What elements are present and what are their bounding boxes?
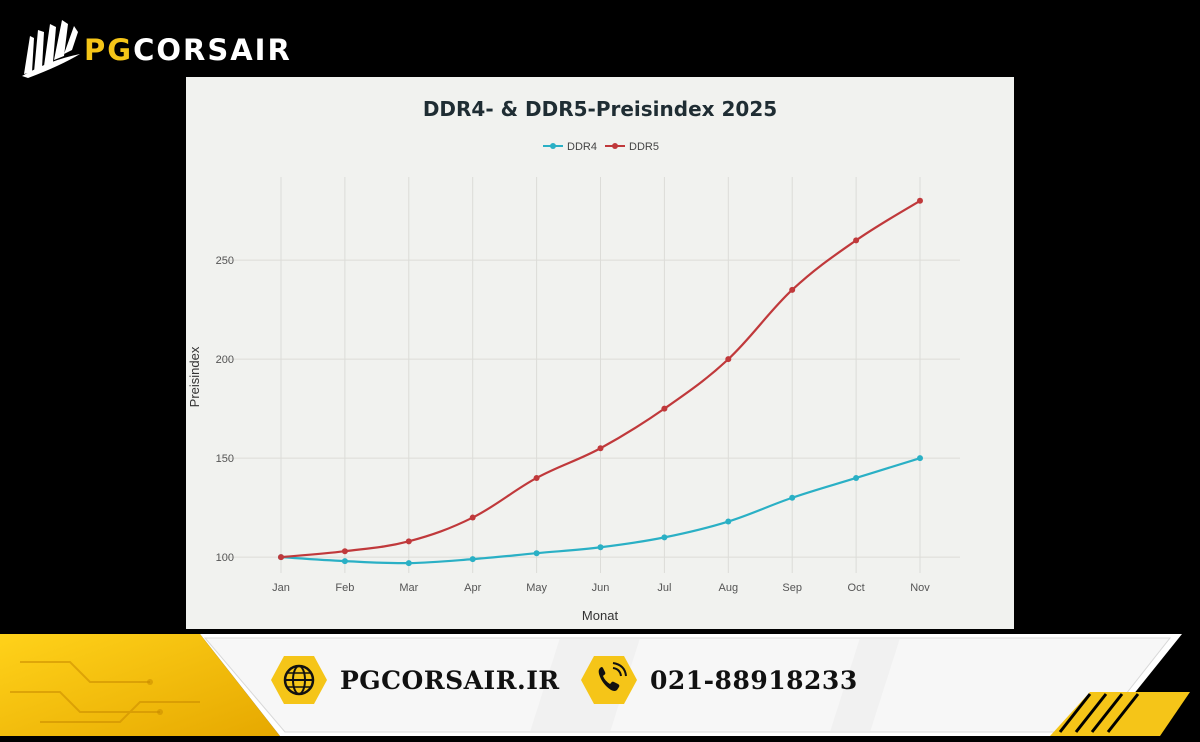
y-axis-ticks: 100 150 200 250 [216,255,234,564]
legend-item-ddr5[interactable]: DDR5 [605,141,659,153]
y-tick-label: 200 [216,354,234,366]
data-point [853,237,860,244]
brand-logo: PGCORSAIR [20,16,320,78]
brand-name: PGCORSAIR [84,33,292,67]
legend-item-ddr4[interactable]: DDR4 [543,141,597,153]
y-tick-label: 250 [216,255,234,267]
data-point [661,534,668,541]
x-tick-label: Sep [782,582,802,594]
chart-card: DDR4- & DDR5-Preisindex 2025 100 150 200 25… [186,77,1014,629]
ship-icon [22,20,80,78]
globe-icon [270,654,328,706]
data-point [405,538,412,545]
website-text[interactable]: PGCORSAIR.IR [340,665,560,695]
legend-swatch-marker [550,143,556,149]
grid [218,177,960,573]
line-chart: DDR4- & DDR5-Preisindex 2025 100 150 200 25… [187,97,960,623]
data-point [789,494,796,501]
x-tick-label: Aug [719,582,739,594]
y-axis-label: Preisindex [187,346,202,407]
data-point [725,518,732,525]
x-tick-label: May [526,582,547,594]
x-tick-label: Jun [592,582,610,594]
x-tick-label: Jan [272,582,290,594]
data-point [853,474,860,481]
series-ddr5 [278,197,923,561]
phone-contact[interactable]: 021-88918233 [580,654,858,706]
x-tick-label: Feb [335,582,354,594]
data-point [469,556,476,563]
data-point [661,405,668,412]
data-point [469,514,476,521]
website-contact[interactable]: PGCORSAIR.IR [270,654,560,706]
footer-banner: PGCORSAIR.IR 021-88918233 [0,632,1200,742]
x-tick-label: Oct [848,582,865,594]
x-tick-label: Nov [910,582,930,594]
data-point [405,560,412,567]
data-point [725,356,732,363]
data-point [533,474,540,481]
x-tick-label: Apr [464,582,481,594]
x-tick-label: Mar [399,582,418,594]
legend[interactable]: DDR4 DDR5 [543,141,659,153]
data-point [917,197,923,204]
data-point [278,554,284,561]
data-point [597,544,604,551]
data-point [533,550,540,557]
legend-swatch-marker [612,143,618,149]
y-tick-label: 100 [216,552,234,564]
series [278,197,923,567]
legend-label: DDR4 [567,141,597,153]
data-point [341,558,348,565]
data-point [597,445,604,452]
data-point [917,455,923,462]
footer-decoration [0,632,1200,742]
x-tick-label: Jul [657,582,671,594]
y-tick-label: 150 [216,453,234,465]
phone-text[interactable]: 021-88918233 [650,665,858,695]
data-point [789,286,796,293]
chart-title: DDR4- & DDR5-Preisindex 2025 [423,97,777,121]
x-axis-label: Monat [582,608,619,623]
data-point [341,548,348,555]
series-line [280,199,921,559]
x-axis-ticks: Jan Feb Mar Apr May Jun Jul Aug Sep Oct Nov [272,582,930,594]
legend-label: DDR5 [629,141,659,153]
phone-icon [580,654,638,706]
